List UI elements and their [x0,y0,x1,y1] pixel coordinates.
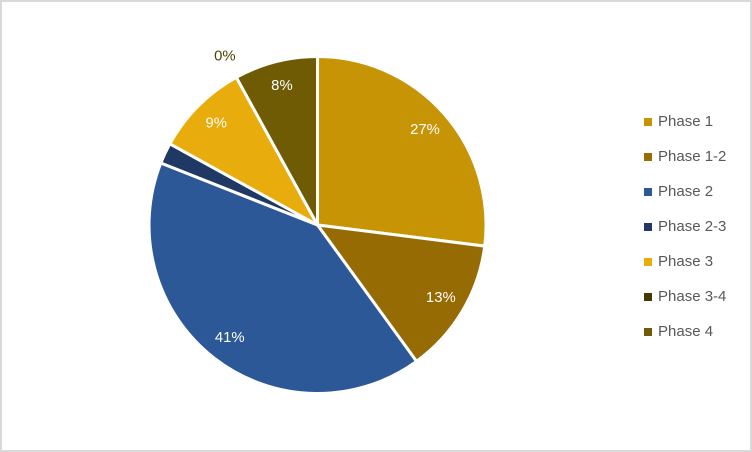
data-label-phase-4: 8% [271,78,292,94]
legend: Phase 1 Phase 1-2 Phase 2 Phase 2-3 Phase 3 P… [644,104,726,349]
legend-label: Phase 2-3 [658,218,727,235]
data-label-phase-3: 9% [205,116,226,132]
legend-item-phase-1-2[interactable]: Phase 1-2 [644,139,726,174]
legend-swatch-icon [644,117,652,126]
pie-slice-phase-4[interactable] [234,55,320,227]
legend-item-phase-2-3[interactable]: Phase 2-3 [644,209,726,244]
pie-slice-phase-3[interactable] [168,75,320,227]
legend-label: Phase 3-4 [658,288,727,305]
pie-slice-phase-2[interactable] [147,161,419,395]
legend-swatch-icon [644,257,652,266]
legend-swatch-icon [644,152,652,161]
legend-swatch-icon [644,292,652,301]
legend-label: Phase 1 [658,113,714,130]
data-label-phase-3-4: 0% [214,49,235,65]
legend-swatch-icon [644,187,652,196]
pie-slice-phase-1-2[interactable] [316,223,487,363]
legend-item-phase-4[interactable]: Phase 4 [644,314,726,349]
data-label-phase-1-2: 13% [426,290,456,306]
legend-swatch-icon [644,222,652,231]
legend-label: Phase 1-2 [658,148,727,165]
legend-item-phase-3-4[interactable]: Phase 3-4 [644,279,726,314]
legend-label: Phase 3 [658,253,714,270]
legend-label: Phase 4 [658,323,714,340]
pie-slice-phase-1[interactable] [316,55,488,248]
legend-swatch-icon [644,327,652,336]
legend-item-phase-1[interactable]: Phase 1 [644,104,726,139]
legend-item-phase-2[interactable]: Phase 2 [644,174,726,209]
data-label-phase-2: 41% [215,330,245,346]
legend-item-phase-3[interactable]: Phase 3 [644,244,726,279]
legend-label: Phase 2 [658,183,714,200]
data-label-phase-1: 27% [410,122,440,138]
